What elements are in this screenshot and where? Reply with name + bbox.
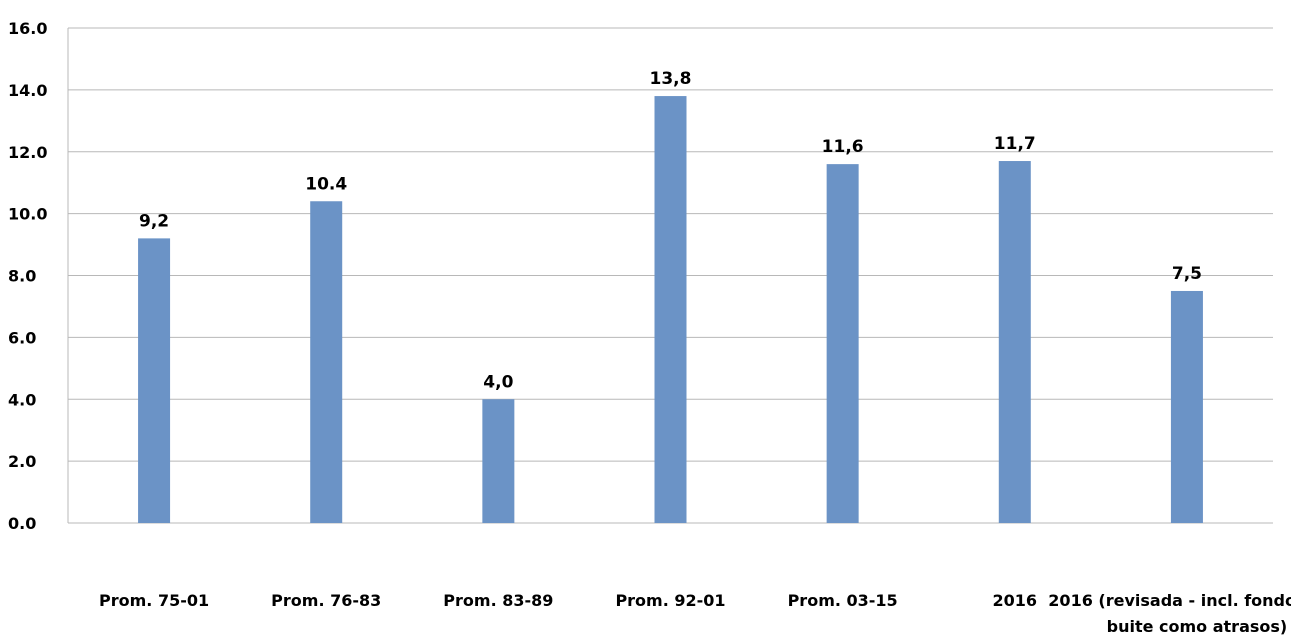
data-label: 4,0 bbox=[483, 372, 513, 392]
x-axis-categories: Prom. 75-01 Prom. 76-83 Prom. 83-89 Prom. 9… bbox=[99, 591, 1291, 636]
data-label: 9,2 bbox=[139, 211, 169, 231]
bar bbox=[654, 96, 687, 523]
data-label: 11,7 bbox=[994, 134, 1036, 154]
bar bbox=[998, 161, 1031, 523]
data-label: 13,8 bbox=[650, 69, 692, 89]
y-tick-label: 4.0 bbox=[8, 390, 36, 409]
bar bbox=[482, 399, 515, 523]
x-category-label: Prom. 92-01 bbox=[615, 591, 725, 610]
x-category-label: Prom. 03-15 bbox=[788, 591, 898, 610]
bar bbox=[1170, 290, 1203, 523]
y-tick-label: 12.0 bbox=[8, 143, 47, 162]
y-axis-ticks: 0.0 2.0 4.0 6.0 8.0 10.0 12.0 14.0 16.0 bbox=[8, 19, 47, 533]
data-labels: 9,2 10.4 4,0 13,8 11,6 11,7 7,5 bbox=[139, 69, 1202, 392]
y-tick-label: 10.0 bbox=[8, 205, 47, 224]
y-tick-label: 8.0 bbox=[8, 267, 36, 286]
bar bbox=[310, 201, 343, 523]
bars bbox=[138, 96, 1203, 523]
y-tick-label: 6.0 bbox=[8, 328, 36, 347]
x-category-label: Prom. 75-01 bbox=[99, 591, 209, 610]
data-label: 11,6 bbox=[822, 137, 864, 157]
data-label: 7,5 bbox=[1172, 264, 1202, 284]
x-category-label: Prom. 83-89 bbox=[443, 591, 553, 610]
x-category-label: 2016 bbox=[993, 591, 1038, 610]
y-tick-label: 16.0 bbox=[8, 19, 47, 38]
y-tick-label: 14.0 bbox=[8, 81, 47, 100]
x-category-label: 2016 (revisada - incl. fondos buite como … bbox=[1048, 591, 1291, 636]
bar bbox=[826, 164, 859, 523]
x-category-label: Prom. 76-83 bbox=[271, 591, 381, 610]
y-tick-label: 2.0 bbox=[8, 452, 36, 471]
data-label: 10.4 bbox=[305, 174, 347, 194]
y-tick-label: 0.0 bbox=[8, 514, 36, 533]
bar bbox=[138, 238, 171, 523]
